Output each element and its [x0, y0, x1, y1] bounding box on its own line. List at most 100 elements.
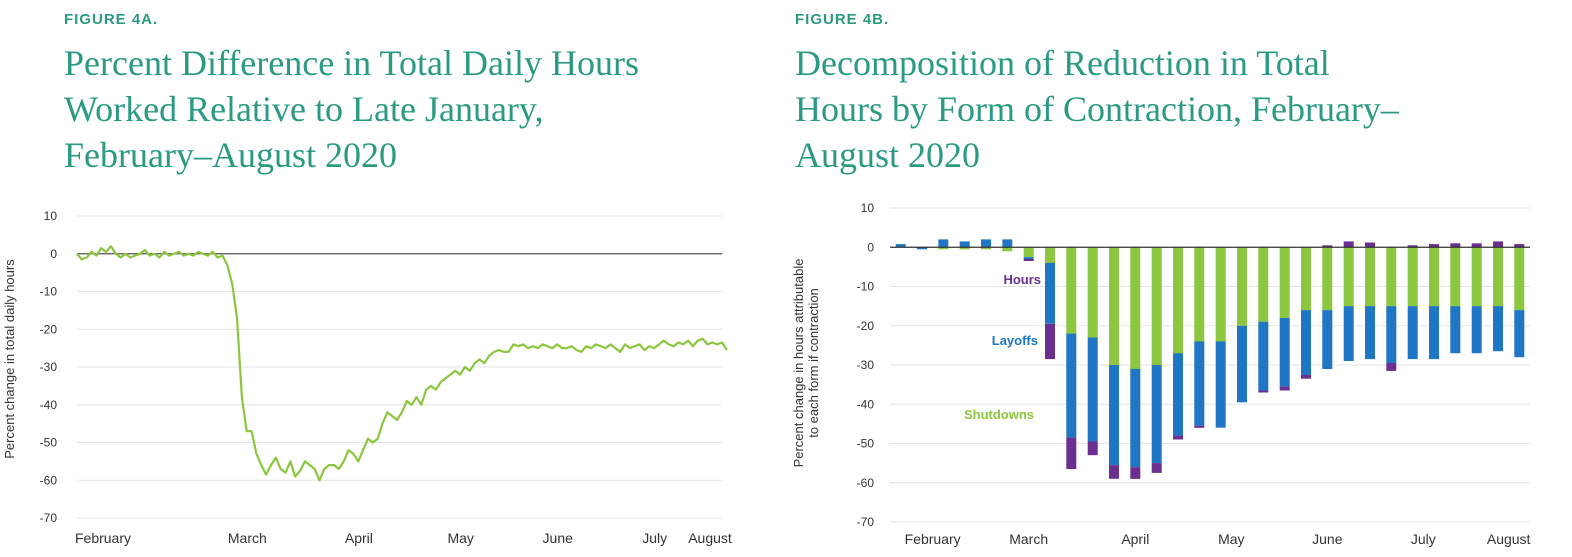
bar-segment-layoffs [1194, 341, 1205, 426]
figure-4b-label: FIGURE 4B. [795, 11, 890, 28]
bar-segment-hours [1130, 467, 1141, 479]
figure-4b-title-line: August 2020 [795, 135, 981, 175]
bar-segment-layoffs [1173, 353, 1183, 436]
bar-segment-layoffs [1258, 321, 1269, 391]
bar-segment-hours [1493, 241, 1503, 248]
y-tick-label: -60 [857, 476, 875, 490]
figure-4b-title-line: Decomposition of Reduction in Total [795, 43, 1330, 83]
figure-4a-title-line: February–August 2020 [64, 135, 397, 175]
bar-segment-shutdowns [1429, 247, 1439, 307]
x-tick-label: May [447, 530, 473, 546]
bar-segment-shutdowns [1194, 247, 1205, 342]
bar-segment-hours [1429, 244, 1439, 248]
y-tick-label: 10 [861, 201, 875, 215]
bar-segment-layoffs [1130, 368, 1141, 467]
bar-segment-shutdowns [959, 247, 970, 250]
bar-segment-layoffs [1407, 306, 1418, 360]
bar-segment-shutdowns [1343, 247, 1354, 307]
y-tick-label: -40 [40, 398, 58, 412]
bar-segment-shutdowns [1471, 247, 1482, 307]
bar-segment-hours [1471, 243, 1482, 248]
bar-segment-layoffs [1151, 365, 1162, 464]
bar-segment-hours [1514, 244, 1525, 248]
y-tick-label: 0 [867, 240, 874, 254]
bar-segment-layoffs [1429, 306, 1439, 360]
figure-4a-panel: FIGURE 4A. Percent Difference in Total D… [0, 0, 760, 557]
bar-segment-shutdowns [1066, 247, 1077, 334]
y-tick-label: -60 [40, 473, 58, 487]
bar-segment-layoffs [1109, 365, 1119, 466]
bar-segment-layoffs [938, 239, 949, 248]
bar-segment-hours [1258, 390, 1269, 393]
y-tick-label: -40 [857, 397, 875, 411]
bar-segment-hours [1343, 241, 1354, 248]
bar-segment-hours [1023, 259, 1034, 261]
y-tick-label: 10 [44, 209, 58, 223]
bar-segment-shutdowns [1365, 247, 1375, 307]
bar-segment-hours [1173, 435, 1183, 440]
series-label-hours: Hours [1003, 272, 1041, 287]
bar-segment-shutdowns [1386, 247, 1397, 307]
x-tick-label: May [1218, 531, 1244, 547]
bar-segment-shutdowns [1322, 247, 1333, 311]
bar-segment-hours [1322, 245, 1333, 248]
x-tick-label: March [228, 530, 267, 546]
bar-segment-layoffs [917, 247, 927, 250]
bar-segment-shutdowns [1215, 247, 1226, 342]
bar-segment-layoffs [1471, 306, 1482, 354]
x-tick-label: February [905, 531, 961, 547]
figure-4b-title-line: Hours by Form of Contraction, February– [795, 89, 1399, 129]
y-tick-label: -10 [857, 280, 875, 294]
series-label-shutdowns: Shutdowns [964, 407, 1034, 422]
x-tick-label: August [1487, 531, 1531, 547]
x-tick-label: April [345, 530, 373, 546]
bar-segment-hours [1365, 242, 1375, 248]
x-tick-label: March [1009, 531, 1048, 547]
bar-segment-layoffs [1237, 325, 1247, 403]
bar-segment-shutdowns [1045, 247, 1055, 263]
x-tick-label: February [75, 530, 131, 546]
x-tick-label: July [642, 530, 667, 546]
series-line [76, 245, 728, 482]
bar-segment-layoffs [1066, 333, 1077, 438]
bar-segment-layoffs [1279, 317, 1290, 387]
y-tick-label: -50 [40, 436, 58, 450]
y-tick-label: 0 [50, 247, 57, 261]
bar-segment-layoffs [1450, 306, 1461, 354]
y-tick-label: -30 [40, 360, 58, 374]
figure-4a-label: FIGURE 4A. [64, 11, 159, 28]
hours-line-chart: Percent change in total daily hours 10 0 -… [2, 209, 732, 546]
bar-segment-layoffs [1215, 341, 1226, 428]
y-tick-label: -10 [40, 285, 58, 299]
bar-segment-shutdowns [1279, 247, 1290, 318]
y-axis-label: Percent change in total daily hours [2, 259, 17, 459]
bar-segment-layoffs [1514, 310, 1525, 358]
bar-segment-hours [1279, 386, 1290, 391]
figure-4a-title-line: Worked Relative to Late January, [64, 89, 544, 129]
bar-segment-shutdowns [1258, 247, 1269, 322]
decomposition-bar-chart: Percent change in hours attributableto e… [791, 201, 1531, 547]
bar-segment-layoffs [1045, 262, 1055, 324]
y-tick-label: -70 [857, 515, 875, 529]
bar-segment-shutdowns [981, 247, 991, 250]
bar-segment-shutdowns [1109, 247, 1119, 366]
bar-segment-shutdowns [1407, 247, 1418, 307]
bar-segment-hours [1301, 374, 1311, 379]
bar-segment-hours [1386, 363, 1397, 371]
bar-segment-shutdowns [1173, 247, 1183, 354]
bar-segment-hours [1151, 463, 1162, 473]
y-tick-label: -20 [857, 319, 875, 333]
bar-segment-layoffs [1322, 310, 1333, 369]
bar-segment-layoffs [1386, 306, 1397, 363]
x-tick-label: April [1121, 531, 1149, 547]
y-axis-label: Percent change in hours attributableto e… [791, 259, 821, 468]
bar-segment-layoffs [1343, 306, 1354, 361]
bar-segment-layoffs [1087, 337, 1098, 442]
bar-segment-layoffs [959, 241, 970, 248]
x-tick-label: June [1312, 531, 1343, 547]
bar-segment-hours [1066, 437, 1077, 469]
figure-4a-title: Percent Difference in Total Daily Hours … [64, 40, 639, 178]
bar-segment-shutdowns [1237, 247, 1247, 326]
bar-segment-shutdowns [1151, 247, 1162, 366]
bar-segment-layoffs [1002, 239, 1013, 248]
